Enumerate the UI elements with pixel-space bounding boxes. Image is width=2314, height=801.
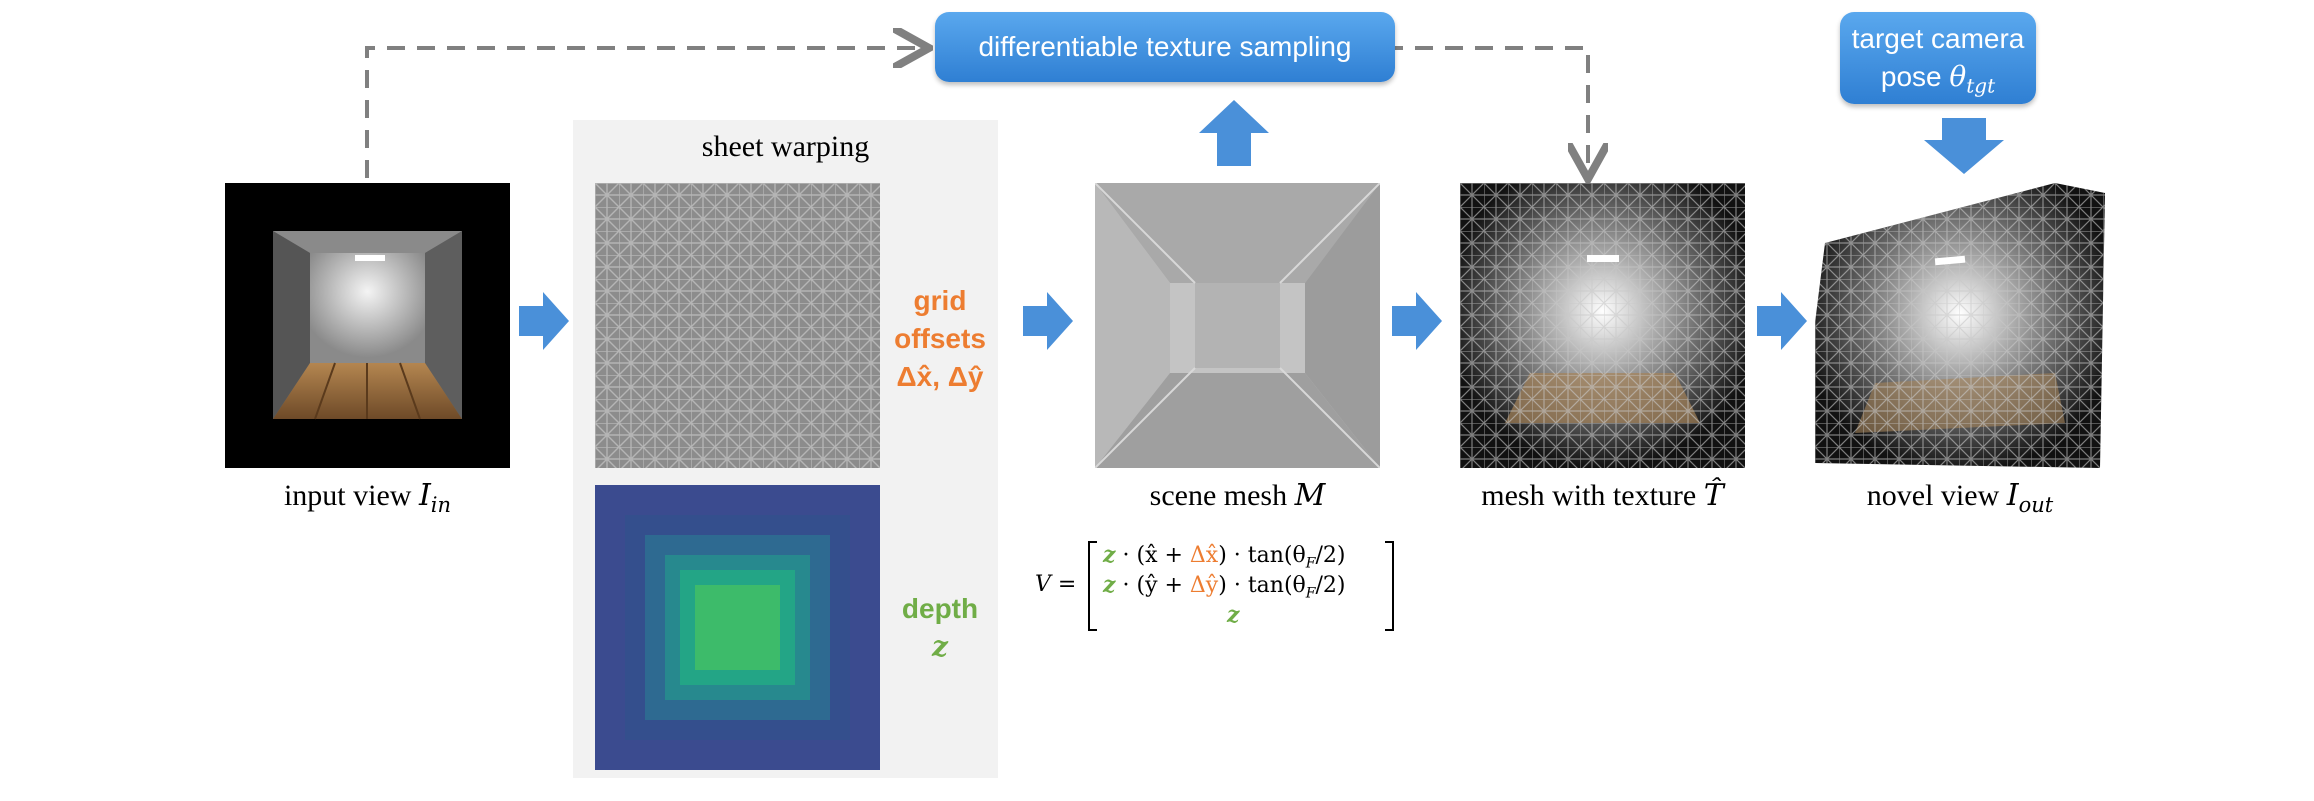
equation: V = z · (x̂ + Δx̂) · tan(θF/2) z · (ŷ + … xyxy=(1035,540,1395,631)
texture-sampling-box: differentiable texture sampling xyxy=(935,12,1395,82)
textured-mesh-image xyxy=(1460,183,1745,468)
depth-image xyxy=(595,485,880,770)
depth-label: depth z xyxy=(901,593,979,663)
scene-mesh-image xyxy=(1095,183,1380,468)
equation-brackets xyxy=(1088,541,1394,631)
target-camera-box: target camera pose θtgt xyxy=(1840,12,2036,104)
grid-offsets-image xyxy=(595,183,880,468)
panel-title: sheet warping xyxy=(701,130,870,163)
grid-offsets-label: grid offsets Δx̂, Δŷ xyxy=(894,285,986,392)
arrow-up xyxy=(1199,100,1269,166)
arrow-right-1 xyxy=(519,292,569,350)
textured-mesh-label: mesh with texture T̂ xyxy=(1481,478,1724,513)
input-view-image xyxy=(225,183,510,468)
equation-row3: z xyxy=(1227,602,1240,628)
camera-line2: pose θtgt xyxy=(1880,60,1996,98)
arrow-right-3 xyxy=(1392,292,1442,350)
dashed-line-sampling-to-texture xyxy=(1385,46,1588,175)
dashed-line-input-to-sampling xyxy=(365,48,925,178)
arrow-down xyxy=(1924,118,2004,174)
equation-lhs: V = xyxy=(1035,572,1077,597)
equation-row2: z · (ŷ + Δŷ) · tan(θF/2) xyxy=(1103,572,1346,602)
input-view-label: input view Iin xyxy=(283,478,452,517)
camera-line1: target camera xyxy=(1851,23,2025,54)
scene-mesh-label: scene mesh M xyxy=(1149,478,1326,513)
arrow-right-2 xyxy=(1023,292,1073,350)
novel-view-label: novel view Iout xyxy=(1866,478,2054,517)
arrow-right-4 xyxy=(1757,292,1807,350)
texture-sampling-label: differentiable texture sampling xyxy=(978,31,1352,62)
novel-view-image xyxy=(1815,183,2105,468)
equation-row1: z · (x̂ + Δx̂) · tan(θF/2) xyxy=(1103,542,1346,572)
